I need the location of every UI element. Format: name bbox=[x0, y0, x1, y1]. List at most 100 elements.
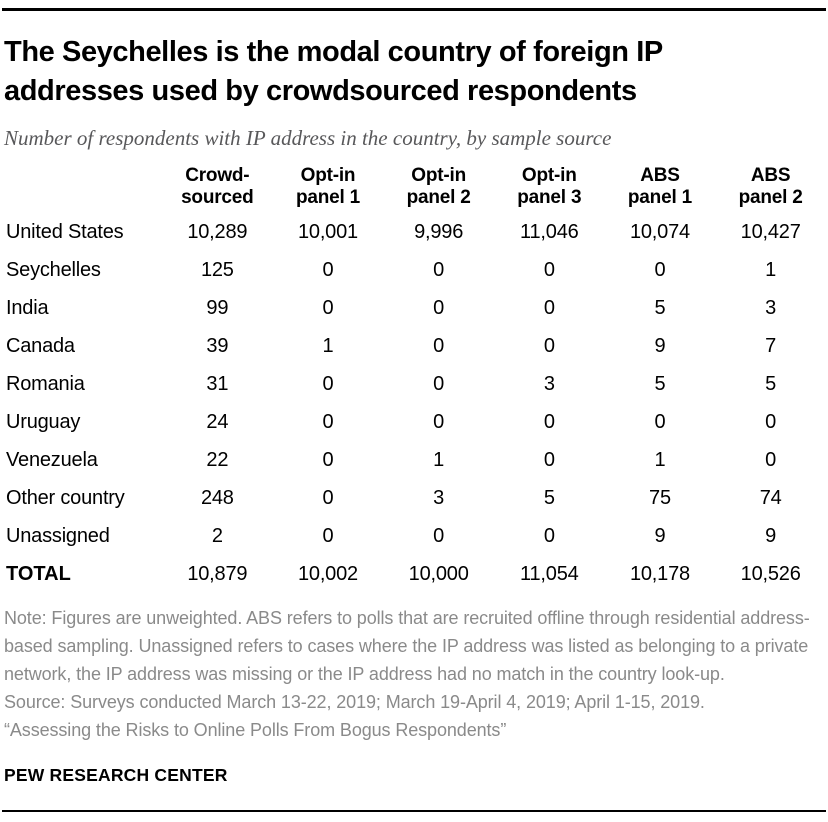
cell-value: 0 bbox=[543, 335, 555, 357]
cell-value: 5 bbox=[654, 297, 666, 319]
table-row: Venezuela 22 0 1 0 1 0 bbox=[4, 442, 826, 480]
table-row: Other country 248 0 3 5 75 74 bbox=[4, 480, 826, 518]
cell-value: 10,002 bbox=[297, 563, 358, 585]
cell-value: 0 bbox=[433, 373, 445, 395]
cell-value: 11,046 bbox=[520, 221, 579, 243]
column-header-2: Opt-in panel 1 bbox=[295, 165, 361, 208]
cell-value: 1 bbox=[322, 335, 334, 357]
cell-value: 0 bbox=[433, 335, 445, 357]
cell-value: 0 bbox=[433, 525, 445, 547]
row-label: Unassigned bbox=[6, 525, 110, 547]
cell-value: 9,996 bbox=[414, 221, 464, 243]
row-label: TOTAL bbox=[6, 563, 71, 585]
table-header: Crowd- sourced Opt-in panel 1 Opt-in panel… bbox=[4, 165, 826, 214]
cell-value: 0 bbox=[543, 259, 555, 281]
table-row: Romania 31 0 0 3 5 5 bbox=[4, 366, 826, 404]
row-label-header bbox=[4, 165, 162, 214]
column-header-5: ABS panel 1 bbox=[627, 165, 692, 208]
subtitle: Number of respondents with IP address in… bbox=[4, 126, 612, 150]
report-title-text: “Assessing the Risks to Online Polls Fro… bbox=[4, 720, 507, 740]
row-label: United States bbox=[6, 221, 124, 243]
cell-value: 10,000 bbox=[408, 563, 469, 585]
cell-value: 0 bbox=[433, 297, 445, 319]
table-row: Canada 39 1 0 0 9 7 bbox=[4, 328, 826, 366]
cell-value: 0 bbox=[543, 449, 555, 471]
brand-pew-research-center: PEW RESEARCH CENTER bbox=[4, 765, 228, 785]
cell-value: 3 bbox=[433, 487, 445, 509]
cell-value: 0 bbox=[543, 525, 555, 547]
cell-value: 0 bbox=[543, 297, 555, 319]
cell-value: 125 bbox=[200, 259, 234, 281]
cell-value: 0 bbox=[765, 411, 777, 433]
cell-value: 11,054 bbox=[520, 563, 579, 585]
cell-value: 0 bbox=[765, 449, 777, 471]
cell-value: 0 bbox=[322, 259, 334, 281]
cell-value: 1 bbox=[765, 259, 777, 281]
table-header-row: Crowd- sourced Opt-in panel 1 Opt-in panel… bbox=[4, 165, 826, 214]
note-text: Note: Figures are unweighted. ABS refers… bbox=[4, 608, 810, 684]
cell-value: 31 bbox=[206, 373, 229, 395]
page-title: The Seychelles is the modal country of f… bbox=[4, 36, 663, 107]
cell-value: 0 bbox=[654, 259, 666, 281]
cell-value: 0 bbox=[322, 297, 334, 319]
footer-notes: Note: Figures are unweighted. ABS refers… bbox=[4, 604, 816, 744]
cell-value: 22 bbox=[206, 449, 229, 471]
table-body: United States 10,289 10,001 9,996 11,046 10,0… bbox=[4, 214, 826, 594]
column-header-3: Opt-in panel 2 bbox=[406, 165, 471, 208]
row-label: Canada bbox=[6, 335, 75, 357]
row-label: Uruguay bbox=[6, 411, 81, 433]
cell-value: 0 bbox=[322, 487, 334, 509]
cell-value: 0 bbox=[322, 525, 334, 547]
cell-value: 9 bbox=[654, 335, 666, 357]
table-row: Unassigned 2 0 0 0 9 9 bbox=[4, 518, 826, 556]
row-label: India bbox=[6, 297, 49, 319]
cell-value: 3 bbox=[765, 297, 777, 319]
cell-value: 10,526 bbox=[740, 563, 801, 585]
data-table: Crowd- sourced Opt-in panel 1 Opt-in panel… bbox=[4, 165, 826, 594]
source-text: Source: Surveys conducted March 13-22, 2… bbox=[4, 692, 705, 712]
table-row: United States 10,289 10,001 9,996 11,046 10,0… bbox=[4, 214, 826, 252]
cell-value: 10,001 bbox=[297, 221, 358, 243]
cell-value: 75 bbox=[649, 487, 671, 509]
cell-value: 9 bbox=[654, 525, 666, 547]
cell-value: 39 bbox=[206, 335, 229, 357]
cell-value: 0 bbox=[322, 449, 334, 471]
cell-value: 10,427 bbox=[740, 221, 801, 243]
cell-value: 0 bbox=[433, 259, 445, 281]
cell-value: 1 bbox=[654, 449, 666, 471]
row-label: Romania bbox=[6, 373, 85, 395]
cell-value: 2 bbox=[211, 525, 223, 547]
cell-value: 3 bbox=[543, 373, 555, 395]
column-header-6: ABS panel 2 bbox=[738, 165, 803, 208]
cell-value: 5 bbox=[765, 373, 777, 395]
cell-value: 0 bbox=[322, 373, 334, 395]
cell-value: 24 bbox=[206, 411, 229, 433]
row-label: Seychelles bbox=[6, 259, 101, 281]
cell-value: 0 bbox=[322, 411, 334, 433]
cell-value: 10,289 bbox=[187, 221, 248, 243]
cell-value: 5 bbox=[543, 487, 555, 509]
cell-value: 10,178 bbox=[629, 563, 690, 585]
column-header-1: Crowd- sourced bbox=[181, 165, 254, 208]
table-row: Uruguay 24 0 0 0 0 0 bbox=[4, 404, 826, 442]
cell-value: 9 bbox=[765, 525, 777, 547]
cell-value: 0 bbox=[433, 411, 445, 433]
row-label: Other country bbox=[6, 487, 125, 509]
column-header-4: Opt-in panel 3 bbox=[517, 165, 582, 208]
cell-value: 7 bbox=[765, 335, 777, 357]
cell-value: 5 bbox=[654, 373, 666, 395]
top-rule bbox=[2, 8, 826, 11]
bottom-rule bbox=[2, 810, 826, 812]
table-row: India 99 0 0 0 5 3 bbox=[4, 290, 826, 328]
cell-value: 1 bbox=[433, 449, 445, 471]
cell-value: 0 bbox=[543, 411, 555, 433]
table-row: Seychelles 125 0 0 0 0 1 bbox=[4, 252, 826, 290]
cell-value: 10,074 bbox=[629, 221, 690, 243]
cell-value: 74 bbox=[759, 487, 782, 509]
table-row: TOTAL 10,879 10,002 10,000 11,054 10,178 10,52… bbox=[4, 556, 826, 594]
row-label: Venezuela bbox=[6, 449, 98, 471]
cell-value: 0 bbox=[654, 411, 666, 433]
cell-value: 99 bbox=[206, 297, 229, 319]
cell-value: 10,879 bbox=[187, 563, 248, 585]
